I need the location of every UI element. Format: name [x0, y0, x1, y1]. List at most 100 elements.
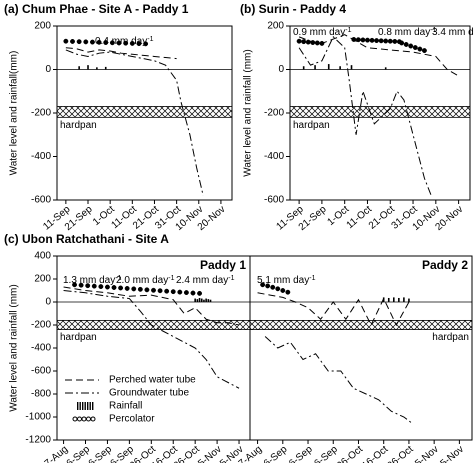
annotation: 0.4 mm day-1 [95, 36, 154, 48]
percolator-point [369, 37, 375, 43]
legend-label: Perched water tube [109, 375, 196, 386]
rainfall-bar [205, 298, 207, 302]
legend-label: Percolator [109, 414, 155, 425]
y-tick-label: 200 [34, 21, 51, 32]
percolator-point [104, 284, 110, 290]
series-line [63, 290, 240, 389]
plot-frame [249, 255, 473, 441]
hardpan-label: hardpan [60, 332, 97, 343]
annotation-text: 0.4 mm day [95, 36, 147, 47]
y-axis-label: Water level and rainfall (mm) [9, 284, 20, 411]
percolator-point [157, 288, 163, 294]
y-tick-label: 200 [34, 274, 51, 285]
percolator-point [351, 37, 357, 42]
percolator-point [164, 288, 170, 294]
legend-swatch [86, 416, 91, 422]
annotation-text: 1.3 mm day [63, 275, 115, 286]
hardpan-band [56, 106, 233, 118]
percolator-point [124, 285, 130, 291]
legend-swatch [92, 402, 94, 410]
rainfall-bar [104, 66, 107, 70]
percolator-point [301, 39, 307, 45]
percolator-point [417, 46, 423, 52]
series-line [63, 286, 240, 326]
rainfall-bar [198, 297, 201, 302]
percolator-point [85, 283, 91, 289]
percolator-point [275, 286, 281, 292]
chart-title: (b) Surin - Paddy 4 [240, 2, 346, 16]
rainfall-bar [403, 297, 405, 302]
y-tick-label: -1000 [25, 412, 51, 423]
annotation: 5.1 mm day-1 [257, 275, 316, 287]
y-tick-label: -600 [31, 366, 51, 377]
annotation: 1.3 mm day-1 [63, 275, 122, 287]
y-tick-label: -600 [264, 195, 284, 206]
percolator-point [392, 38, 398, 44]
rainfall-bar [382, 297, 385, 302]
chart-title: (c) Ubon Ratchathani - Site A [4, 232, 169, 246]
legend-label: Groundwater tube [109, 388, 189, 399]
y-tick-label: 200 [267, 21, 284, 32]
percolator-point [170, 289, 176, 295]
chart-title: (a) Chum Phae - Site A - Paddy 1 [4, 2, 189, 16]
hardpan-band [249, 319, 473, 330]
rainfall-bar [350, 65, 353, 70]
percolator-point [285, 289, 291, 295]
rainfall-bar [327, 64, 330, 70]
rainfall-bar [302, 66, 305, 70]
annotation-text: 5.1 mm day [257, 275, 309, 286]
y-tick-label: -400 [264, 151, 284, 162]
percolator-point [197, 290, 203, 296]
legend-swatch [72, 416, 78, 422]
annotation-superscript: -1 [147, 36, 153, 43]
percolator-point [378, 38, 384, 44]
percolator-point [319, 40, 325, 46]
legend-swatch [77, 402, 79, 410]
rainfall-bar [398, 297, 400, 302]
series-line [264, 336, 412, 424]
legend-swatch [82, 402, 84, 410]
percolator-point [137, 286, 143, 292]
percolator-point [399, 40, 405, 46]
percolator-point [63, 38, 69, 44]
percolator-point [109, 40, 115, 46]
panel-label: Paddy 1 [200, 258, 246, 272]
rainfall-bar [392, 297, 395, 302]
percolator-point [129, 40, 135, 46]
percolator-point [118, 285, 124, 291]
rainfall-bar [196, 299, 199, 302]
rainfall-bar [207, 299, 210, 302]
annotation: 2.0 mm day-1 [116, 275, 175, 287]
percolator-point [96, 39, 102, 45]
percolator-point [89, 39, 95, 45]
panel-label: Paddy 2 [422, 258, 468, 272]
series-line [298, 34, 459, 77]
rainfall-bar [384, 67, 387, 70]
percolator-point [151, 287, 156, 293]
legend-swatch [84, 402, 86, 410]
percolator-point [103, 40, 109, 45]
percolator-point [387, 38, 393, 44]
percolator-point [360, 37, 366, 43]
y-tick-label: -200 [31, 320, 51, 331]
y-tick-label: -200 [31, 108, 51, 119]
annotation-text: 0.8 mm day [378, 27, 430, 38]
series-line [65, 49, 204, 196]
rainfall-bar [314, 65, 316, 70]
percolator-point [131, 286, 137, 292]
percolator-point [260, 282, 266, 288]
percolator-point [421, 48, 427, 54]
percolator-point [123, 40, 129, 46]
legend-swatch [87, 402, 89, 410]
rainfall-bar [209, 299, 212, 302]
annotation-superscript: -1 [309, 275, 315, 282]
rainfall-bar [203, 299, 205, 302]
x-tick-label: 16-Oct [360, 444, 390, 463]
percolator-point [111, 285, 117, 290]
rainfall-bar [339, 66, 341, 70]
annotation-text: 2.0 mm day [116, 275, 168, 286]
rainfall-bar [387, 297, 390, 302]
y-tick-label: -400 [31, 151, 51, 162]
rainfall-bar [194, 298, 196, 302]
